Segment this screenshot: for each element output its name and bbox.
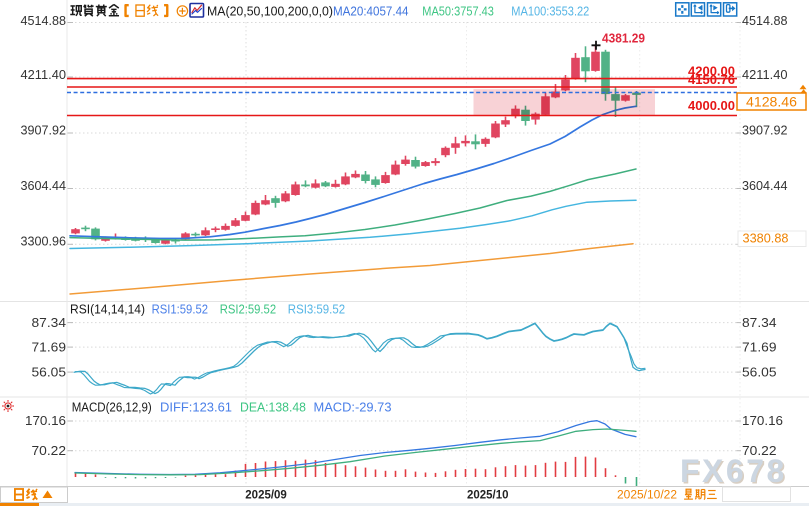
svg-text:71.69: 71.69 (742, 339, 777, 354)
svg-text:87.34: 87.34 (742, 315, 777, 330)
svg-text:3300.96: 3300.96 (21, 233, 67, 248)
svg-text:MA20:4057.44: MA20:4057.44 (333, 3, 409, 18)
svg-text:71.69: 71.69 (32, 339, 67, 354)
svg-text:3604.44: 3604.44 (742, 178, 788, 193)
svg-text:DEA:138.48: DEA:138.48 (240, 401, 306, 415)
svg-text:3604.44: 3604.44 (21, 178, 67, 193)
svg-text:MA50:3757.43: MA50:3757.43 (422, 3, 494, 18)
svg-text:RSI1:59.52: RSI1:59.52 (152, 303, 208, 317)
svg-text:4000.00: 4000.00 (688, 99, 735, 113)
svg-text:2025/10/22: 2025/10/22 (617, 490, 677, 502)
svg-text:4128.46: 4128.46 (746, 95, 797, 110)
svg-text:170.16: 170.16 (742, 413, 783, 428)
svg-text:4150.76: 4150.76 (688, 73, 735, 87)
svg-text:4211.40: 4211.40 (742, 67, 788, 82)
svg-text:RSI(14,14,14): RSI(14,14,14) (70, 303, 145, 317)
svg-text:2025/10: 2025/10 (467, 490, 509, 502)
svg-text:87.34: 87.34 (32, 315, 67, 330)
svg-text:RSI3:59.52: RSI3:59.52 (288, 303, 345, 317)
svg-text:2025/09: 2025/09 (245, 490, 286, 502)
svg-text:56.05: 56.05 (742, 364, 777, 379)
svg-text:4514.88: 4514.88 (21, 13, 67, 28)
svg-text:DIFF:123.61: DIFF:123.61 (160, 401, 232, 415)
svg-text:170.16: 170.16 (25, 413, 66, 428)
svg-text:MACD:-29.73: MACD:-29.73 (314, 401, 392, 415)
svg-text:4514.88: 4514.88 (742, 13, 788, 28)
svg-text:4381.29: 4381.29 (602, 32, 645, 46)
svg-text:FX678: FX678 (680, 453, 787, 489)
svg-text:70.22: 70.22 (32, 443, 67, 458)
svg-text:RSI2:59.52: RSI2:59.52 (220, 303, 276, 317)
svg-text:3380.88: 3380.88 (743, 231, 789, 246)
svg-text:MA100:3553.22: MA100:3553.22 (511, 3, 589, 18)
svg-text:4211.40: 4211.40 (21, 67, 67, 82)
svg-text:56.05: 56.05 (32, 364, 67, 379)
svg-text:3907.92: 3907.92 (742, 122, 788, 137)
svg-text:MA(20,50,100,200,0,0): MA(20,50,100,200,0,0) (207, 3, 333, 18)
svg-text:3907.92: 3907.92 (21, 122, 67, 137)
svg-text:MACD(26,12,9): MACD(26,12,9) (72, 401, 152, 415)
